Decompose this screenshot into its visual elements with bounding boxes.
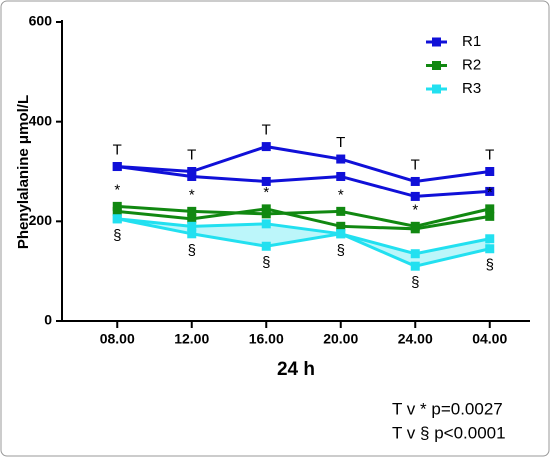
series-line [117, 145, 490, 183]
y-axis-label: Phenylalanine μmol/L [15, 95, 32, 249]
point [261, 209, 271, 219]
y-tick-label: 0 [44, 312, 52, 328]
point [112, 162, 122, 172]
band [117, 218, 490, 267]
point [485, 234, 495, 244]
symbol: T [336, 134, 345, 151]
point [336, 221, 346, 231]
series-line [117, 204, 491, 228]
point [485, 167, 495, 176]
point [187, 214, 197, 224]
x-tick-label: 12.00 [174, 331, 209, 347]
symbol: * [338, 186, 344, 203]
point [261, 241, 271, 251]
symbol: § [411, 274, 419, 291]
point [410, 261, 420, 271]
symbol: * [263, 184, 269, 201]
point [336, 229, 346, 239]
point [112, 206, 122, 216]
point [261, 204, 271, 214]
symbol: * [487, 184, 493, 201]
symbol: * [412, 201, 418, 218]
series-line [116, 217, 491, 268]
x-tick-label: 24.00 [398, 331, 433, 347]
x-tick-label: 20.00 [323, 331, 358, 347]
point [187, 167, 197, 176]
y-tick-label: 600 [29, 13, 53, 29]
symbol: * [114, 181, 120, 198]
series-line [117, 165, 490, 198]
point [485, 204, 495, 214]
symbol: T [262, 122, 271, 139]
symbol: T [411, 156, 420, 173]
symbol: T [187, 146, 196, 163]
x-tick-label: 08.00 [100, 331, 135, 347]
x-tick-label: 16.00 [249, 331, 284, 347]
x-tick-label: 04.00 [472, 331, 507, 347]
y-tick-label: 200 [29, 212, 53, 228]
x-axis-label: 24 h [277, 359, 315, 380]
symbol: § [262, 254, 270, 271]
point [336, 206, 346, 216]
legend-label: R3 [462, 80, 481, 97]
point [485, 186, 495, 196]
symbol: T [485, 146, 494, 163]
symbol: § [486, 257, 494, 274]
symbol: T [113, 141, 122, 158]
point [261, 142, 271, 152]
point [336, 154, 346, 164]
point [187, 206, 197, 216]
symbol: § [113, 227, 121, 244]
symbol: § [188, 242, 196, 259]
symbol: * [189, 186, 195, 203]
point [187, 171, 197, 181]
series-line [117, 207, 490, 231]
note: T v § p<0.0001 [392, 423, 506, 442]
point [410, 249, 420, 259]
point [261, 176, 271, 186]
point [410, 176, 420, 186]
point [485, 244, 495, 254]
point [410, 224, 420, 234]
point [336, 171, 346, 181]
legend-label: R1 [462, 33, 481, 50]
point [112, 214, 122, 224]
legend-label: R2 [462, 56, 481, 73]
y-tick-label: 400 [29, 112, 53, 128]
symbol: § [337, 242, 345, 259]
series-line [117, 217, 491, 256]
point [112, 201, 122, 211]
point [261, 219, 271, 229]
point [187, 221, 197, 231]
point [187, 229, 197, 239]
note: T v * p=0.0027 [392, 399, 503, 418]
point [410, 191, 420, 201]
point [485, 211, 495, 221]
